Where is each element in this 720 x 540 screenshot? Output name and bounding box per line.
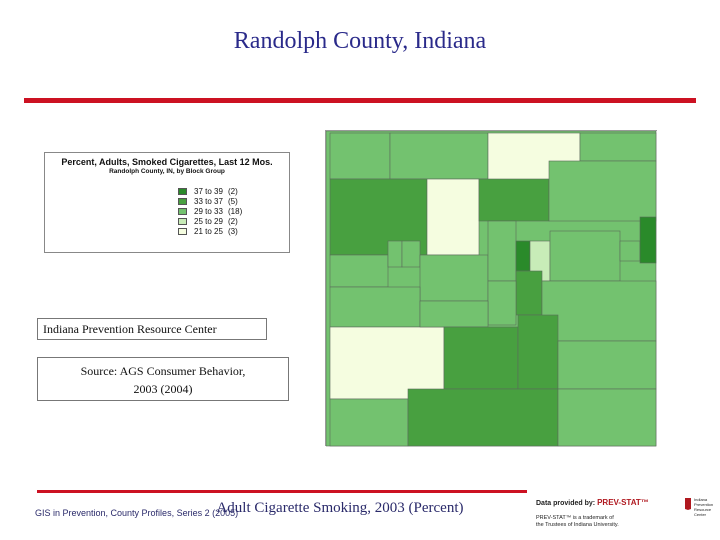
region-e4 [541,280,657,342]
legend-swatch [178,207,187,215]
region-cw-light [426,178,480,256]
source-box: Source: AGS Consumer Behavior, 2003 (200… [37,357,289,401]
logo-trademark: PREV-STAT™ is a trademark of the Trustee… [536,515,619,529]
logo-line1: Data provided by: PREV-STAT™ [536,498,649,507]
region-sw-light [329,326,445,400]
block-group-map [325,130,657,447]
region-nw1 [329,132,391,180]
page-title: Randolph County, Indiana [233,28,487,54]
region-s-dark2 [517,314,559,390]
legend-count: (2) [228,186,238,196]
legend-swatch [178,227,187,235]
legend-count: (3) [228,226,238,236]
logo-brand: PREV-STAT™ [597,498,649,507]
region-s-dark3 [407,388,559,447]
footer-map-title: Adult Cigarette Smoking, 2003 (Percent) [216,500,464,516]
region-se1 [557,340,657,390]
region-se2 [557,388,657,447]
region-c5 [487,280,517,326]
region-sw2 [329,398,409,447]
legend-swatch [178,197,187,205]
footer-series-label: GIS in Prevention, County Profiles, Seri… [35,508,239,518]
region-w4 [401,240,421,268]
legend-swatch [178,187,187,195]
region-c2 [419,254,489,302]
indiana-state-icon [685,498,691,510]
logo-prefix: Data provided by: [536,500,598,507]
region-ne1 [579,132,657,162]
bottom-divider [37,490,527,493]
legend-range: 21 to 25 [194,226,223,236]
region-c-dark [478,178,550,222]
legend-item: 25 to 29 (2) [178,216,252,226]
source-line1: Source: AGS Consumer Behavior, [80,364,246,378]
region-w3 [387,240,403,268]
legend-range: 37 to 39 [194,186,223,196]
logo-line3: the Trustees of Indiana University. [536,522,619,528]
region-s-dark1 [443,326,519,390]
legend-range: 33 to 37 [194,196,223,206]
ipc-label-box: Indiana Prevention Resource Center [37,318,267,340]
legend-item: 33 to 37 (5) [178,196,252,206]
region-w2 [329,254,389,288]
region-c3 [487,220,517,282]
county-map [325,130,657,447]
legend-item: 37 to 39 (2) [178,186,252,196]
prev-stat-logo: Data provided by: PREV-STAT™ PREV-STAT™ … [530,495,714,532]
legend-range: 25 to 29 [194,216,223,226]
map-legend: Percent, Adults, Smoked Cigarettes, Last… [44,152,290,253]
legend-rows: 37 to 39 (2) 33 to 37 (5) 29 to 33 (18) … [178,186,252,236]
legend-subtitle: Randolph County, IN, by Block Group [109,168,225,175]
top-divider [24,98,696,103]
legend-item: 21 to 25 (3) [178,226,252,236]
region-n1 [389,132,489,180]
region-c-darkest [515,240,531,272]
region-e2 [549,230,621,282]
region-w5 [329,286,421,328]
legend-count: (18) [228,206,243,216]
legend-title: Percent, Adults, Smoked Cigarettes, Last… [61,157,273,167]
legend-item: 29 to 33 (18) [178,206,252,216]
region-e-darkest [639,216,657,264]
legend-count: (5) [228,196,238,206]
legend-count: (2) [228,216,238,226]
logo-line2: PREV-STAT™ is a trademark of [536,515,614,521]
region-c4 [515,270,543,316]
logo-side-text: Indiana Prevention Resource Center [694,497,714,517]
region-c6 [419,300,489,328]
source-line2: 2003 (2004) [133,382,193,396]
region-e3 [619,240,641,262]
legend-swatch [178,217,187,225]
region-ne2 [548,160,657,222]
legend-range: 29 to 33 [194,206,223,216]
ipr-center-mark: Indiana Prevention Resource Center [683,495,714,532]
